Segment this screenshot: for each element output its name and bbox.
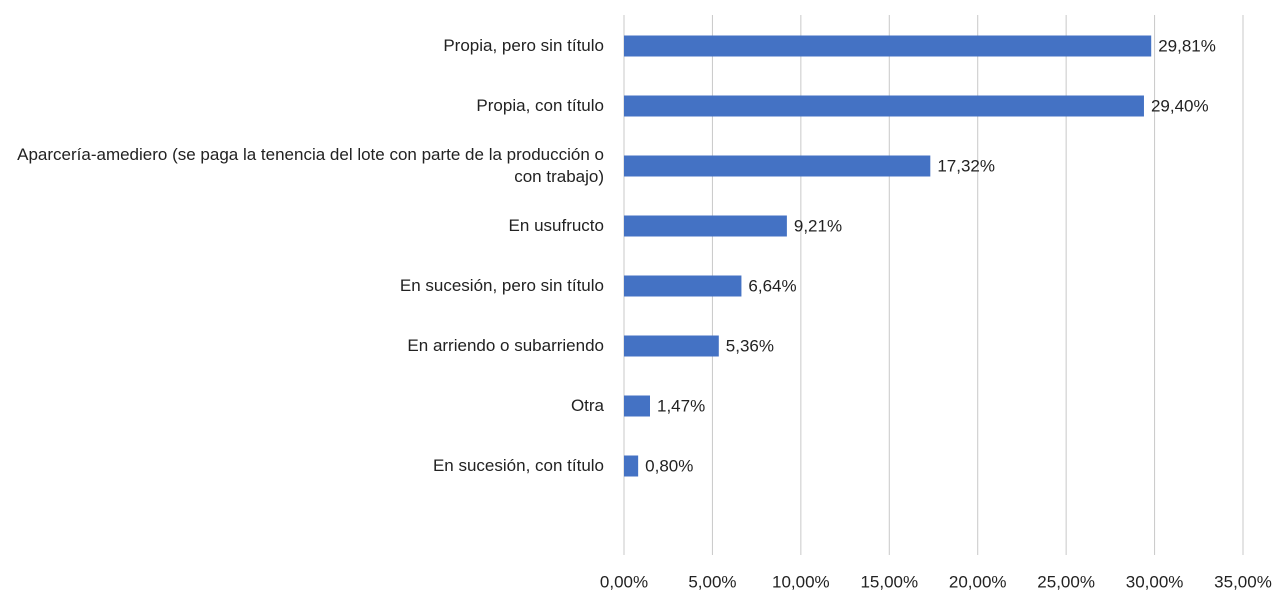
- bar: [624, 35, 1152, 57]
- x-tick-label: 15,00%: [860, 572, 918, 591]
- category-label: Otra: [570, 396, 604, 415]
- value-label: 0,80%: [645, 456, 693, 475]
- category-label: En arriendo o subarriendo: [407, 336, 604, 355]
- bar: [624, 455, 639, 477]
- bar: [624, 275, 742, 297]
- value-label: 1,47%: [657, 396, 705, 415]
- category-label: Propia, con título: [476, 96, 604, 115]
- bar: [624, 215, 787, 237]
- bar: [624, 395, 650, 417]
- x-tick-label: 25,00%: [1037, 572, 1095, 591]
- category-label: En sucesión, pero sin título: [399, 276, 604, 295]
- x-tick-label: 35,00%: [1214, 572, 1272, 591]
- x-tick-label: 30,00%: [1126, 572, 1184, 591]
- value-label: 6,64%: [748, 276, 796, 295]
- x-tick-label: 10,00%: [772, 572, 830, 591]
- x-tick-label: 0,00%: [600, 572, 648, 591]
- value-label: 17,32%: [937, 156, 995, 175]
- x-tick-label: 20,00%: [949, 572, 1007, 591]
- bar: [624, 155, 931, 177]
- category-label: Propia, pero sin título: [443, 36, 604, 55]
- value-label: 29,40%: [1151, 96, 1209, 115]
- value-label: 5,36%: [726, 336, 774, 355]
- category-label: En sucesión, con título: [432, 456, 604, 475]
- x-tick-label: 5,00%: [688, 572, 736, 591]
- bar: [624, 335, 719, 357]
- category-label: En usufructo: [508, 216, 604, 235]
- category-label: Aparcería-amediero (se paga la tenencia …: [17, 145, 604, 186]
- value-label: 29,81%: [1158, 36, 1216, 55]
- bar: [624, 95, 1144, 117]
- value-label: 9,21%: [794, 216, 842, 235]
